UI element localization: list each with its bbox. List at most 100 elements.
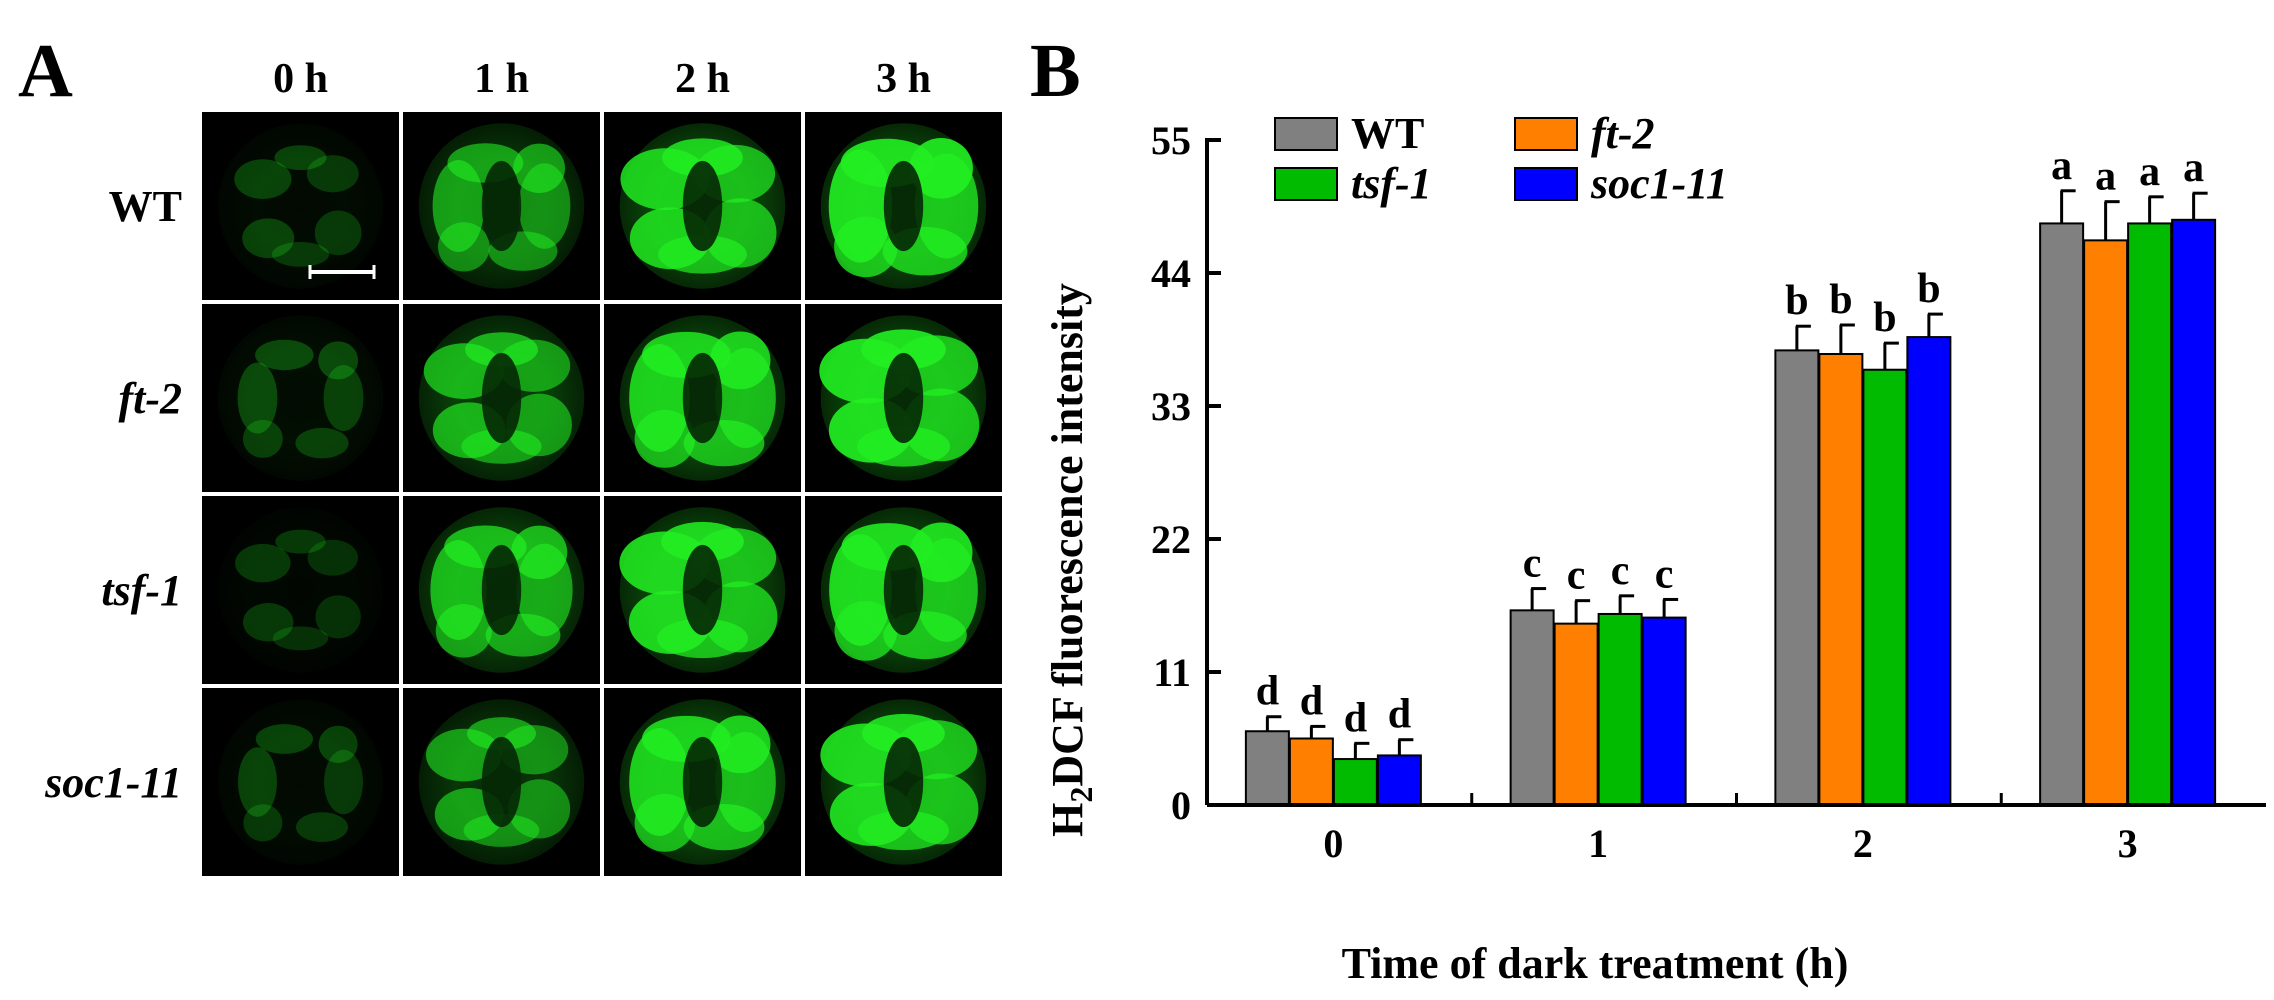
micrograph-cell: [403, 688, 600, 876]
chloroplast-fluorescence: [255, 339, 314, 371]
guard-cell-body: [217, 123, 384, 289]
micrograph-row-headers: WT ft-2 tsf-1 soc1-11: [44, 182, 182, 807]
legend-swatch: [1514, 117, 1578, 151]
stomatal-pore: [883, 352, 924, 444]
significance-letter: c: [1655, 551, 1674, 597]
y-axis-title-prefix: H: [1043, 803, 1092, 837]
stomatal-pore: [682, 352, 723, 444]
micrograph-cell: [805, 304, 1002, 492]
significance-letter: d: [1388, 692, 1411, 738]
chloroplast-fluorescence: [314, 210, 362, 256]
stomatal-pore: [883, 544, 924, 636]
error-bars: [1265, 189, 2208, 760]
chloroplast-fluorescence: [306, 155, 359, 193]
y-axis-title-rest: DCF fluorescence intensity: [1043, 283, 1092, 786]
chloroplast-fluorescence: [861, 329, 946, 370]
chloroplast-fluorescence: [862, 713, 945, 754]
y-axis-title: H2DCF fluorescence intensity: [1043, 283, 1099, 837]
bar: [2083, 239, 2129, 806]
chloroplast-fluorescence: [255, 724, 313, 754]
significance-letters: d d d dc c c cb b bba a a a: [1256, 143, 2204, 742]
micrograph-cell: [604, 688, 801, 876]
chloroplast-fluorescence: [242, 218, 295, 259]
y-tick-label: 0: [1171, 783, 1191, 828]
bar: [1641, 616, 1687, 806]
micrograph-cell: [202, 304, 399, 492]
chloroplast-fluorescence: [465, 332, 538, 367]
bar: [1597, 612, 1643, 806]
chloroplast-fluorescence: [243, 804, 283, 842]
chloroplast-fluorescence: [324, 749, 364, 815]
chloroplast-fluorescence: [857, 810, 950, 851]
chloroplast-fluorescence: [243, 603, 294, 642]
column-header: 3 h: [876, 56, 931, 102]
micrograph-cell: [604, 496, 801, 684]
significance-letter: a: [2051, 143, 2072, 189]
bar: [1553, 622, 1599, 806]
row-header: WT: [109, 182, 182, 231]
chloroplast-fluorescence: [271, 241, 330, 267]
bar: [1288, 737, 1334, 806]
column-header: 1 h: [474, 56, 529, 102]
row-header: soc1-11: [44, 758, 182, 807]
y-tick-label: 22: [1151, 517, 1191, 562]
chloroplast-fluorescence: [318, 725, 358, 763]
row-header: ft-2: [118, 374, 182, 423]
significance-letter: b: [1829, 277, 1852, 323]
chloroplast-fluorescence: [511, 525, 568, 580]
bar: [1332, 758, 1378, 807]
chloroplast-fluorescence: [237, 747, 277, 817]
significance-letter: b: [1873, 295, 1896, 341]
chloroplast-fluorescence: [461, 429, 542, 464]
legend-label: WT: [1351, 109, 1424, 158]
legend-swatch: [1274, 167, 1338, 201]
stomatal-pore: [883, 736, 924, 828]
micrograph-cell: [403, 304, 600, 492]
chloroplast-fluorescence: [274, 145, 327, 171]
y-tick-label: 33: [1151, 384, 1191, 429]
chloroplast-fluorescence: [834, 600, 898, 661]
column-header: 0 h: [273, 56, 328, 102]
x-tick-label: 3: [2118, 821, 2138, 866]
bar: [1906, 336, 1952, 806]
bar: [1818, 353, 1864, 806]
panel-b-letter: B: [1030, 29, 1081, 113]
micrograph-cell: [202, 688, 399, 876]
legend-label: tsf-1: [1351, 159, 1432, 208]
micrograph-grid: [202, 112, 1002, 876]
stomatal-pore: [883, 160, 924, 252]
micrograph-cell: [805, 496, 1002, 684]
chloroplast-fluorescence: [296, 812, 349, 843]
significance-letter: d: [1344, 695, 1367, 741]
y-axis-title-subscript: 2: [1063, 787, 1099, 803]
chloroplast-fluorescence: [909, 522, 973, 583]
chloroplast-fluorescence: [656, 618, 749, 659]
chloroplast-fluorescence: [323, 365, 364, 431]
y-tick-label: 44: [1151, 251, 1191, 296]
significance-letter: c: [1523, 541, 1542, 587]
chloroplast-fluorescence: [513, 143, 566, 194]
chloroplast-fluorescence: [234, 159, 292, 199]
significance-letter: c: [1611, 548, 1630, 594]
chloroplast-fluorescence: [658, 235, 747, 274]
y-axis-ticks: 0 11 22 33 44 55: [1151, 118, 1221, 828]
stomatal-pore: [682, 544, 723, 636]
panel-a-letter: A: [18, 29, 73, 113]
legend-swatch: [1274, 117, 1338, 151]
chloroplast-fluorescence: [437, 222, 490, 272]
y-tick-label: 55: [1151, 118, 1191, 163]
micrograph-column-headers: 0 h 1 h 2 h 3 h: [273, 56, 931, 102]
chloroplast-fluorescence: [463, 813, 540, 847]
row-header: tsf-1: [101, 566, 182, 615]
chloroplast-fluorescence: [318, 341, 359, 380]
chloroplast-fluorescence: [709, 331, 771, 390]
y-tick-label: 11: [1153, 650, 1191, 695]
significance-letter: b: [1917, 266, 1940, 312]
x-tick-label: 1: [1588, 821, 1608, 866]
micrograph-cell: [403, 112, 600, 300]
stomatal-pore: [481, 736, 522, 828]
chloroplast-fluorescence: [662, 138, 743, 177]
